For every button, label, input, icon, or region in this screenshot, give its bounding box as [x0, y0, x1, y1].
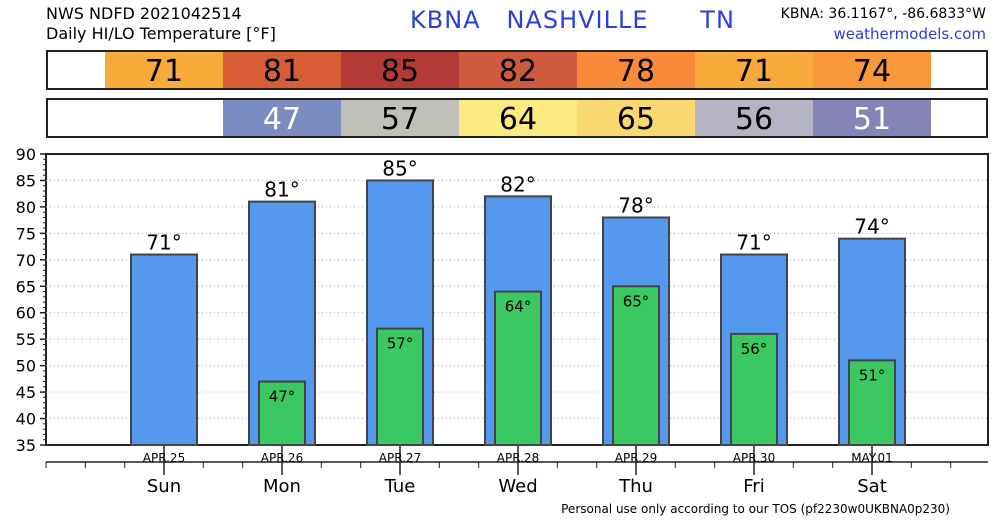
y-tick-label: 75 — [16, 224, 36, 243]
hi-bar-label: 81° — [264, 178, 299, 202]
product-label: Daily HI/LO Temperature [°F] — [46, 24, 276, 43]
x-day-label: Mon — [263, 476, 301, 497]
y-tick-label: 85 — [16, 171, 36, 190]
y-tick-label: 45 — [16, 383, 36, 402]
hi-bar-label: 85° — [382, 156, 417, 180]
lo-bar-label: 64° — [505, 298, 532, 316]
header-left: NWS NDFD 2021042514 Daily HI/LO Temperat… — [46, 4, 276, 44]
x-date-label: APR.29 — [615, 451, 657, 465]
coords-label: KBNA: 36.1167°, -86.6833°W — [780, 6, 986, 22]
lo-temp-cell: 64 — [459, 100, 577, 137]
y-tick-label: 60 — [16, 304, 36, 323]
lo-bar — [730, 332, 778, 446]
lo-bar — [494, 290, 542, 446]
lo-bar-label: 65° — [623, 292, 650, 310]
x-date-label: APR.30 — [733, 451, 775, 465]
lo-temp-cell: 56 — [695, 100, 813, 137]
lo-bar-label: 47° — [269, 388, 296, 406]
x-date-label: APR.27 — [379, 451, 421, 465]
x-date-label: APR.25 — [143, 451, 185, 465]
lo-bar — [376, 327, 424, 447]
lo-temp-row: 47 57 64 65 56 51 — [46, 98, 988, 138]
lo-temp-cell: 57 — [341, 100, 459, 137]
run-label: NWS NDFD 2021042514 — [46, 4, 242, 23]
hi-temp-cell: 71 — [105, 52, 223, 89]
y-tick-label: 55 — [16, 330, 36, 349]
hi-bar-label: 71° — [146, 231, 181, 255]
y-tick-label: 40 — [16, 410, 36, 429]
hi-temp-cell: 74 — [813, 52, 931, 89]
hi-temp-cell: 78 — [577, 52, 695, 89]
lo-temp-cell: 65 — [577, 100, 695, 137]
site-link[interactable]: weathermodels.com — [833, 25, 986, 43]
lo-bar-label: 57° — [387, 335, 414, 353]
y-tick-label: 90 — [16, 145, 36, 164]
y-tick-label: 35 — [16, 436, 36, 455]
x-date-label: APR.26 — [261, 451, 303, 465]
hi-temp-cell: 71 — [695, 52, 813, 89]
lo-bar — [848, 359, 896, 447]
hi-temp-cell: 81 — [223, 52, 341, 89]
hi-bar-label: 74° — [854, 215, 889, 239]
x-date-label: MAY.01 — [851, 451, 893, 465]
x-date-label: APR.28 — [497, 451, 539, 465]
lo-bar-label: 56° — [741, 340, 768, 358]
y-tick-label: 50 — [16, 357, 36, 376]
lo-bar — [612, 285, 660, 447]
y-tick-label: 70 — [16, 251, 36, 270]
hi-temp-cell: 82 — [459, 52, 577, 89]
station-title: KBNA NASHVILLE TN — [410, 6, 735, 34]
lo-bar-label: 51° — [859, 366, 886, 384]
header-right: KBNA: 36.1167°, -86.6833°W weathermodels… — [781, 4, 986, 44]
y-tick-label: 65 — [16, 277, 36, 296]
x-day-label: Sun — [147, 476, 181, 497]
hi-bar-label: 82° — [500, 172, 535, 196]
hi-bar-label: 78° — [618, 193, 653, 217]
lo-temp-cell: 51 — [813, 100, 931, 137]
lo-bar — [258, 380, 306, 447]
lo-temp-cell: 47 — [223, 100, 341, 137]
tos-footer: Personal use only according to our TOS (… — [561, 502, 950, 516]
x-day-label: Fri — [743, 476, 764, 497]
hi-bar-label: 71° — [736, 231, 771, 255]
hi-temp-cell: 85 — [341, 52, 459, 89]
x-day-label: Sat — [857, 476, 887, 497]
y-tick-label: 80 — [16, 198, 36, 217]
x-day-label: Wed — [498, 476, 537, 497]
x-day-label: Thu — [618, 476, 653, 497]
x-day-label: Tue — [384, 476, 416, 497]
hi-bar — [130, 253, 198, 446]
hi-temp-row: 71 81 85 82 78 71 74 — [46, 50, 988, 90]
